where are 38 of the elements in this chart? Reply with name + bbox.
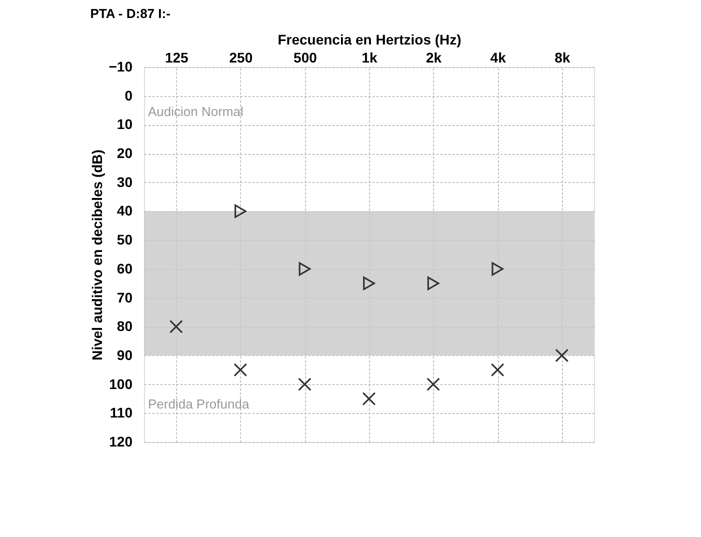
point	[298, 262, 311, 276]
x-tick-label: 250	[229, 50, 253, 66]
chart-title: PTA - D:87 I:-	[90, 6, 170, 21]
y-tick-label: 100	[109, 376, 133, 392]
x-axis-title: Frecuencia en Hertzios (Hz)	[278, 32, 462, 48]
point	[362, 392, 376, 406]
annotation: Perdida Profunda	[148, 396, 250, 412]
x-tick-label: 2k	[426, 50, 442, 66]
point	[234, 204, 246, 218]
point	[169, 320, 183, 334]
point	[426, 378, 440, 392]
x-tick-label: 8k	[554, 50, 570, 66]
x-tick-label: 125	[164, 50, 189, 66]
point	[555, 348, 569, 362]
x-tick-label: 1k	[362, 50, 378, 66]
point	[490, 363, 504, 377]
point	[363, 276, 375, 290]
x-tick-label: 500	[294, 50, 318, 66]
y-tick-label: 110	[110, 404, 133, 421]
point	[234, 363, 248, 377]
y-tick-label: 90	[116, 346, 133, 363]
x-tick-label: 4k	[490, 50, 506, 66]
y-tick-label: 30	[116, 174, 133, 190]
y-tick-label: 80	[116, 318, 133, 334]
y-tick-label: 20	[116, 145, 133, 162]
y-tick-label: 0	[124, 87, 133, 104]
point	[492, 262, 504, 276]
y-tick-label: −10	[108, 58, 133, 74]
y-tick-label: 50	[116, 232, 133, 248]
y-tick-label: 70	[116, 289, 133, 306]
y-tick-label: 10	[116, 116, 133, 132]
point	[298, 378, 312, 392]
y-axis-title: Nivel auditivo en decibeles (dB)	[88, 150, 105, 360]
y-tick-label: 120	[109, 434, 133, 450]
point	[427, 276, 440, 290]
y-tick-label: 60	[116, 260, 133, 276]
annotation: Audicion Normal	[148, 104, 244, 119]
y-tick-label: 40	[116, 202, 133, 219]
